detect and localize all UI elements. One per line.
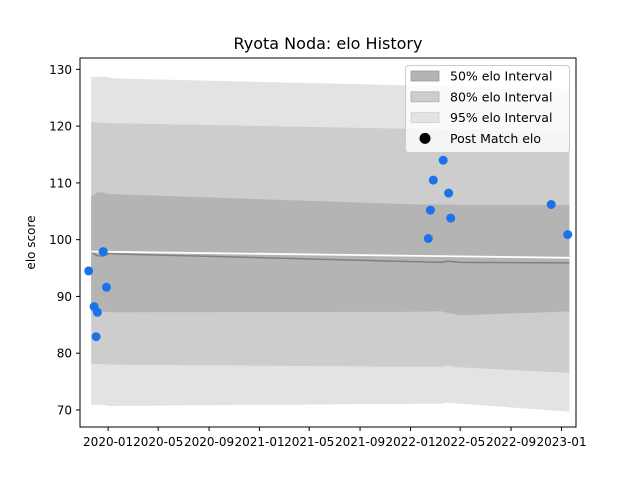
post-match-point [423,234,433,243]
legend-label: Post Match elo [450,131,541,146]
y-tick-label: 70 [57,403,72,417]
x-tick-label: 2023-01 [536,435,586,449]
post-match-point [546,200,556,209]
post-match-point [92,307,102,317]
post-match-point [563,230,573,240]
post-match-point [425,205,435,215]
legend-swatch [410,70,440,82]
legend-marker [419,132,431,144]
legend-box [405,65,570,153]
post-match-point [91,332,101,342]
y-tick-label: 130 [49,63,72,77]
post-match-point [444,188,454,198]
y-tick-label: 90 [57,290,72,304]
x-tick-label: 2020-05 [133,435,183,449]
y-axis: 70 80 90 100 110 120 130 [49,63,80,417]
legend-label: 50% elo Interval [450,69,552,84]
trend-line [91,250,570,259]
plot-frame [79,57,577,428]
post-match-point [84,266,94,276]
legend: 50% elo Interval 80% elo Interval 95% elo … [405,65,570,153]
x-tick-label: 2020-09 [184,435,234,449]
legend-swatch [410,112,440,123]
post-match-point [428,175,438,185]
median-elo-line [90,250,570,264]
y-tick-label: 80 [57,347,72,361]
plot-area [84,76,573,412]
legend-label: 95% elo Interval [450,110,552,125]
x-tick-label: 2021-01 [234,435,284,449]
y-tick-label: 110 [49,176,72,190]
post-match-point [98,247,108,257]
post-match-point [102,282,111,292]
x-tick-label: 2022-05 [435,435,485,449]
y-axis-label: elo score [24,215,38,269]
legend-swatch [410,91,440,103]
post-match-point [438,155,448,165]
x-tick-label: 2021-09 [335,435,385,449]
x-tick-label: 2021-05 [284,435,334,449]
post-match-point [446,213,456,223]
x-tick-label: 2022-09 [486,435,536,449]
chart-title: Ryota Noda: elo History [234,34,423,53]
x-axis: 2020-01 2020-05 2020-09 2021-01 2021-05 2021-… [83,427,587,449]
y-tick-label: 100 [49,233,72,247]
x-tick-label: 2022-01 [385,435,435,449]
y-tick-label: 120 [49,120,72,134]
legend-label: 80% elo Interval [450,89,552,104]
x-tick-label: 2020-01 [83,435,133,449]
